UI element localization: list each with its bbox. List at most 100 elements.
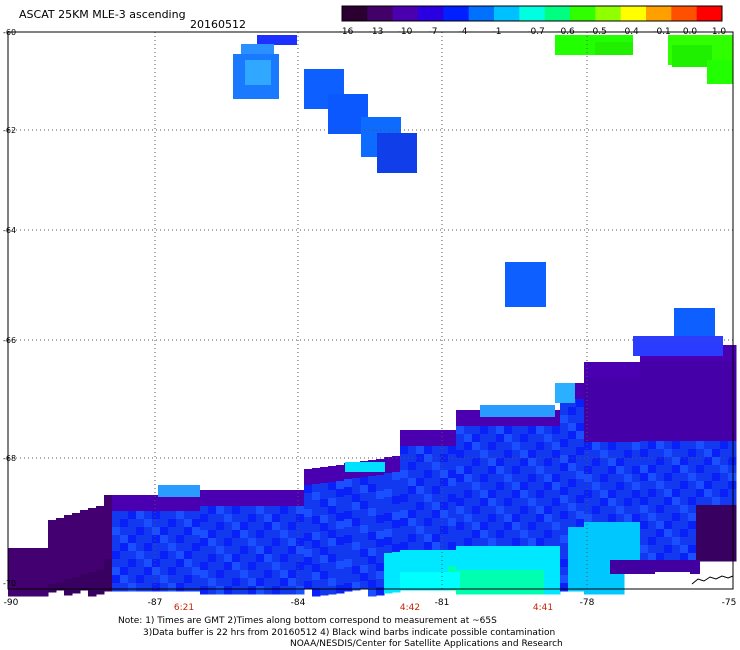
data-cell: [592, 458, 601, 467]
data-cell: [600, 442, 609, 451]
data-cell: [624, 530, 633, 539]
data-cell: [392, 504, 401, 513]
data-cell: [448, 462, 457, 471]
data-cell: [208, 490, 217, 499]
data-cell: [168, 527, 177, 536]
data-cell: [560, 423, 569, 432]
data-cell: [352, 558, 361, 567]
data-cell: [368, 532, 377, 541]
data-cell: [688, 553, 697, 562]
data-cell: [88, 516, 97, 525]
data-cell: [520, 522, 529, 531]
data-cell: [440, 502, 449, 511]
data-cell: [528, 562, 537, 571]
data-cell: [344, 575, 353, 584]
data-cell: [568, 495, 577, 504]
data-cell: [344, 551, 353, 560]
data-cell: [296, 522, 305, 531]
data-cell: [264, 538, 273, 547]
data-cell: [184, 559, 193, 568]
data-cell: [344, 487, 353, 496]
data-cell: [256, 522, 265, 531]
data-cell: [696, 393, 705, 402]
data-cell: [576, 383, 585, 392]
data-cell: [472, 434, 481, 443]
data-cell: [344, 511, 353, 520]
data-cell: [232, 554, 241, 563]
data-cell: [616, 578, 625, 587]
data-cell: [416, 430, 425, 439]
data-cell: [552, 442, 561, 451]
data-cell: [616, 498, 625, 507]
data-cell: [464, 538, 473, 547]
data-cell: [384, 489, 393, 498]
time-label: 4:42: [399, 603, 421, 613]
data-cell: [728, 441, 737, 450]
data-cell: [560, 567, 569, 576]
data-cell: [224, 530, 233, 539]
data-cell: [720, 545, 729, 554]
data-cell: [672, 481, 681, 490]
data-cell: [112, 495, 121, 504]
data-cell: [80, 526, 89, 535]
data-cell: [232, 578, 241, 587]
data-cell: [184, 535, 193, 544]
data-cell: [376, 555, 385, 564]
data-cell: [368, 588, 377, 597]
data-cell: [336, 569, 345, 578]
data-cell: [560, 519, 569, 528]
data-cell: [520, 506, 529, 515]
data-cell: [720, 457, 729, 466]
data-cell: [504, 426, 513, 435]
data-cell: [248, 578, 257, 587]
data-cell: [560, 511, 569, 520]
data-cell: [344, 479, 353, 488]
data-cell: [648, 361, 657, 370]
colorbar-label: -0.7: [527, 27, 545, 37]
data-cell: [704, 425, 713, 434]
data-cell: [496, 514, 505, 523]
data-cell: [688, 505, 697, 514]
data-cell: [440, 526, 449, 535]
data-cell: [120, 543, 129, 552]
data-cell: [600, 482, 609, 491]
data-cell: [48, 576, 57, 585]
data-cell: [536, 546, 545, 555]
data-cell: [576, 455, 585, 464]
data-cell: [504, 442, 513, 451]
data-cell: [176, 527, 185, 536]
data-cell: [448, 438, 457, 447]
data-cell: [672, 393, 681, 402]
data-cell: [600, 570, 609, 579]
data-cell: [456, 522, 465, 531]
data-cell: [648, 513, 657, 522]
data-cell: [688, 449, 697, 458]
data-cell: [632, 466, 641, 475]
data-cell: [224, 546, 233, 555]
data-cell: [136, 495, 145, 504]
data-cell: [208, 538, 217, 547]
data-cell: [712, 441, 721, 450]
data-cell: [40, 580, 49, 589]
data-cell: [632, 426, 641, 435]
data-cell: [648, 393, 657, 402]
data-cell: [432, 494, 441, 503]
data-cell: [584, 458, 593, 467]
data-cell: [728, 377, 737, 386]
data-cell: [672, 433, 681, 442]
data-cell: [416, 558, 425, 567]
data-cell: [712, 489, 721, 498]
data-cell: [64, 587, 73, 596]
data-cell: [544, 434, 553, 443]
data-cell: [464, 586, 473, 595]
data-cell: [200, 586, 209, 595]
data-cell: [720, 473, 729, 482]
data-cell: [632, 514, 641, 523]
data-cell: [704, 449, 713, 458]
data-cell: [496, 538, 505, 547]
data-cell: [584, 378, 593, 387]
data-cell: [712, 425, 721, 434]
data-cell: [576, 527, 585, 536]
data-cell: [624, 514, 633, 523]
